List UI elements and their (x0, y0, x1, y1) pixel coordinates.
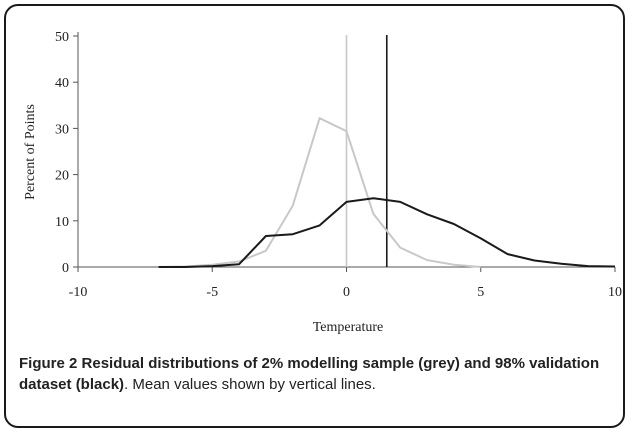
x-tick-label: 10 (608, 285, 622, 300)
caption-rest: . Mean values shown by vertical lines. (124, 376, 376, 393)
x-tick-label: 0 (343, 285, 350, 300)
x-tick-label: 5 (477, 285, 484, 300)
x-tick-label: -5 (206, 285, 218, 300)
x-axis-label: Temperature (313, 320, 384, 335)
caption-label: Figure 2 (19, 355, 78, 372)
figure-frame (4, 4, 625, 428)
caption-bold-text: Residual distributions of 2% modelling s… (19, 355, 600, 393)
y-tick-label: 40 (55, 76, 69, 91)
y-tick-label: 30 (55, 122, 69, 137)
figure-caption: Figure 2 Residual distributions of 2% mo… (19, 353, 619, 395)
y-tick-label: 10 (55, 215, 69, 230)
y-tick-label: 20 (55, 169, 69, 184)
y-axis-label: Percent of Points (23, 104, 38, 200)
y-tick-label: 50 (55, 30, 69, 45)
x-tick-label: -10 (69, 285, 88, 300)
plot-area: 0 10 20 30 40 50 -10 -5 0 5 10 (55, 30, 622, 300)
series-line-grey (158, 117, 481, 268)
y-tick-label: 0 (62, 261, 69, 276)
series-line-black (158, 197, 616, 268)
